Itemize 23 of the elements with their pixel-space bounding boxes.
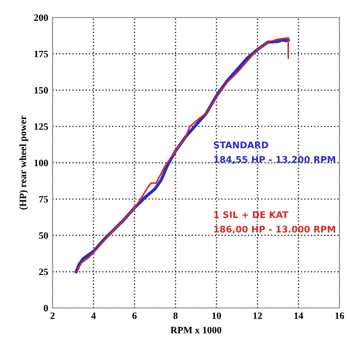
- x-tick-label: 6: [132, 312, 137, 320]
- y-tick-label: 50: [39, 232, 48, 239]
- x-tick-label: 16: [335, 312, 344, 320]
- y-tick-label: 25: [39, 268, 48, 276]
- y-tick-label: 125: [34, 123, 48, 130]
- annotation: 184,55 HP - 13.200 RPM: [214, 156, 336, 164]
- annotation: 186,00 HP - 13.000 RPM: [214, 226, 336, 234]
- x-axis-title: RPM x 1000: [170, 326, 222, 334]
- x-tick-label: 12: [253, 312, 262, 319]
- text: STANDARD: [214, 142, 268, 148]
- y-tick-label: 175: [34, 50, 48, 58]
- y-tick-label: 150: [34, 87, 48, 94]
- x-tick-label: 10: [212, 312, 221, 320]
- y-tick-label: 100: [34, 160, 48, 166]
- y-axis-title: (HP) rear wheel power: [19, 116, 28, 210]
- text: 1 SIL + DE KAT: [214, 211, 288, 218]
- x-tick-label: 2: [50, 312, 55, 319]
- x-tick-label: 4: [91, 312, 96, 319]
- y-tick-label: 0: [44, 304, 48, 312]
- y-tick-label: 75: [39, 196, 48, 203]
- y-tick-label: 200: [34, 14, 48, 21]
- x-tick-label: 8: [173, 312, 178, 320]
- x-tick-label: 14: [294, 312, 304, 319]
